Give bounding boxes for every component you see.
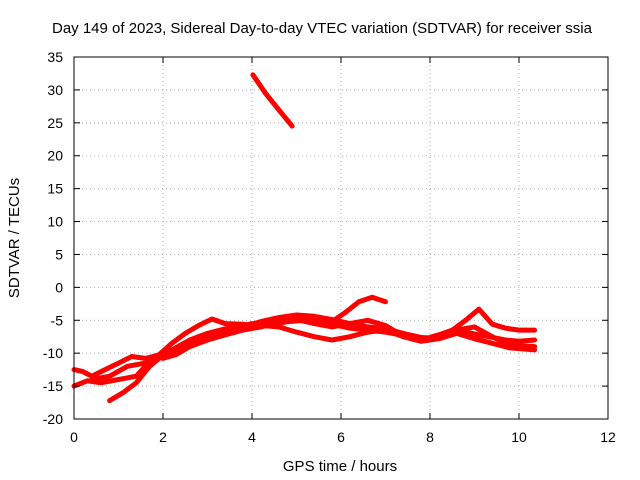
y-tick-label: 0	[55, 279, 63, 295]
x-tick-label: 10	[511, 429, 527, 445]
y-tick-label: -10	[43, 345, 63, 361]
chart-title: Day 149 of 2023, Sidereal Day-to-day VTE…	[52, 20, 593, 37]
y-tick-label: 5	[55, 246, 63, 262]
x-axis: 0 2 4 6 8 10 12	[70, 57, 616, 445]
series-line-0	[250, 72, 295, 129]
x-tick-label: 2	[159, 429, 167, 445]
y-tick-label: 15	[47, 181, 63, 197]
y-tick-label: -5	[51, 312, 64, 328]
series-line-4	[89, 294, 388, 382]
y-axis: -20 -15 -10 -5 0 5 10 15 20 25 30 35	[43, 49, 608, 427]
y-tick-label: -20	[43, 411, 63, 427]
x-axis-label: GPS time / hours	[283, 458, 397, 475]
y-tick-label: 35	[47, 49, 63, 65]
series-layer	[71, 72, 538, 404]
x-tick-label: 0	[70, 429, 78, 445]
x-tick-label: 6	[337, 429, 345, 445]
y-tick-label: 10	[47, 214, 63, 230]
y-tick-label: 25	[47, 115, 63, 131]
y-tick-label: 20	[47, 148, 63, 164]
x-tick-label: 8	[426, 429, 434, 445]
series-line-5	[160, 306, 538, 361]
y-tick-label: -15	[43, 378, 63, 394]
y-axis-label: SDTVAR / TECUs	[6, 178, 23, 298]
x-tick-label: 12	[600, 429, 616, 445]
x-tick-label: 4	[248, 429, 256, 445]
y-tick-label: 30	[47, 82, 63, 98]
